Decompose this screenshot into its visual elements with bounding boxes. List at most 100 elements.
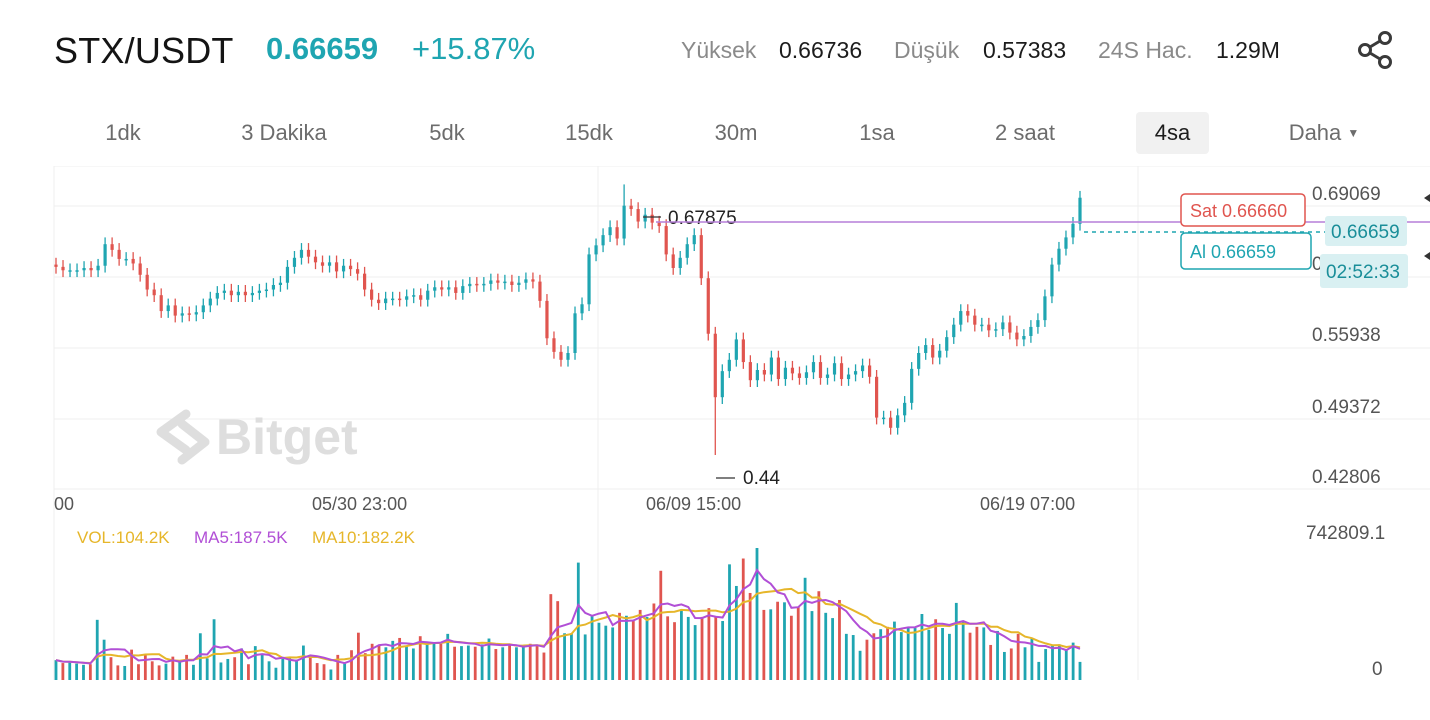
volume-bar [625, 615, 628, 680]
volume-bar [803, 577, 807, 680]
tab-1dk[interactable]: 1dk [105, 120, 141, 145]
tab-15dk[interactable]: 15dk [565, 120, 613, 145]
tab-5dk[interactable]: 5dk [429, 120, 465, 145]
volume-bar [226, 658, 230, 680]
volume-bar [1064, 649, 1068, 680]
tab-3-dakika[interactable]: 3 Dakika [241, 120, 327, 145]
volume-bar [329, 669, 333, 680]
volume-bar [824, 612, 828, 680]
volume-bar [583, 634, 587, 680]
volume-bar [707, 608, 711, 680]
interval-tabs: 1dk 3 Dakika 5dk 15dk 30m 1sa 2 saat 4sa… [0, 108, 1430, 164]
volume-bar [102, 639, 106, 680]
volume-bar [68, 661, 72, 680]
candle-body [377, 299, 381, 304]
volume-bar [274, 667, 278, 680]
x-tick: 05/30 23:00 [312, 494, 407, 514]
candle-body [257, 290, 261, 293]
candle-body [285, 266, 290, 283]
candle-body [89, 268, 93, 271]
volume-bar [563, 633, 566, 680]
candle-body [685, 244, 689, 258]
volume-bar [776, 601, 780, 680]
volume-max-label: 742809.1 [1306, 523, 1385, 544]
candle-body [580, 304, 584, 314]
candle-body [334, 262, 339, 272]
sell-order-tag[interactable]: Sat 0.66660 [1180, 193, 1306, 227]
volume-bar [679, 609, 683, 680]
volume-bar [178, 661, 182, 680]
candle-body [559, 351, 563, 360]
candle-body [138, 263, 142, 275]
x-tick: 06/09 15:00 [646, 494, 741, 514]
candle-body [1029, 326, 1033, 336]
caret-down-icon: ▼ [1347, 126, 1360, 140]
candle-body [594, 245, 598, 255]
tab-2-saat[interactable]: 2 saat [995, 120, 1055, 145]
candle-body [201, 305, 205, 313]
volume-bar [728, 564, 731, 680]
volume-bar [302, 645, 305, 680]
candle-body [1078, 197, 1082, 224]
candle-body [671, 254, 675, 268]
volume-ma-lines [55, 568, 1081, 665]
volume-bar [590, 615, 594, 680]
volume-bar [95, 619, 99, 680]
candle-body [875, 376, 879, 418]
candle-body [433, 287, 437, 291]
tab-1sa[interactable]: 1sa [859, 120, 895, 145]
volume-bar [893, 621, 896, 680]
candle-body [538, 281, 542, 301]
volume-bar [789, 615, 793, 680]
y-tick: 0.49372 [1312, 397, 1381, 418]
candle-body [1022, 336, 1026, 340]
volume-bar [130, 649, 133, 680]
tab-30m[interactable]: 30m [714, 120, 758, 145]
volume-bar [150, 661, 154, 680]
buy-order-tag[interactable]: Al 0.66659 [1180, 232, 1312, 270]
candle-body [1064, 237, 1068, 249]
volume-bar [322, 664, 326, 680]
candle-body [910, 368, 914, 403]
ma10-line [55, 587, 1081, 665]
volume-bar [968, 632, 972, 680]
bitget-watermark: Bitget [156, 409, 358, 465]
candle-body [917, 353, 921, 369]
high-marker: 0.67875 [643, 208, 737, 229]
volume-bar [75, 663, 79, 680]
candle-body [229, 290, 233, 296]
volume-bar [597, 622, 601, 680]
tab-4sa[interactable]: 4sa [1136, 112, 1209, 154]
volume-bar [1016, 633, 1020, 680]
volume-bar [686, 616, 690, 680]
candle-body [938, 350, 942, 358]
candle-body [966, 311, 970, 316]
candle-body [440, 287, 444, 290]
ma10-legend: MA10:182.2K [312, 528, 416, 547]
candle-body [1001, 322, 1005, 330]
ma5-legend: MA5:187.5K [194, 528, 288, 547]
volume-bar [769, 609, 773, 680]
volume-bar [576, 562, 580, 680]
chart-canvas[interactable]: Bitget 0.69069 0 0.55938 0.49372 0.42806… [0, 166, 1430, 680]
candle-body [243, 291, 247, 296]
tab-more[interactable]: Daha ▼ [1278, 112, 1370, 154]
volume-bar [521, 645, 525, 680]
share-icon[interactable] [1356, 30, 1396, 70]
candle-body [601, 235, 605, 246]
candle-body [636, 209, 640, 222]
candle-body [405, 296, 409, 300]
candle-body [264, 289, 269, 292]
bitget-logo-icon [156, 409, 210, 465]
candle-body [215, 292, 219, 299]
candle-body [348, 265, 353, 270]
volume-bar [198, 633, 202, 680]
volume-bar [480, 644, 484, 680]
candle-body [250, 292, 254, 296]
candle-body [608, 227, 612, 236]
candlesticks [54, 184, 1082, 455]
high-marker-label: 0.67875 [668, 208, 737, 229]
volume-bar [618, 612, 621, 680]
candle-body [363, 273, 367, 290]
candle-body [783, 367, 788, 380]
